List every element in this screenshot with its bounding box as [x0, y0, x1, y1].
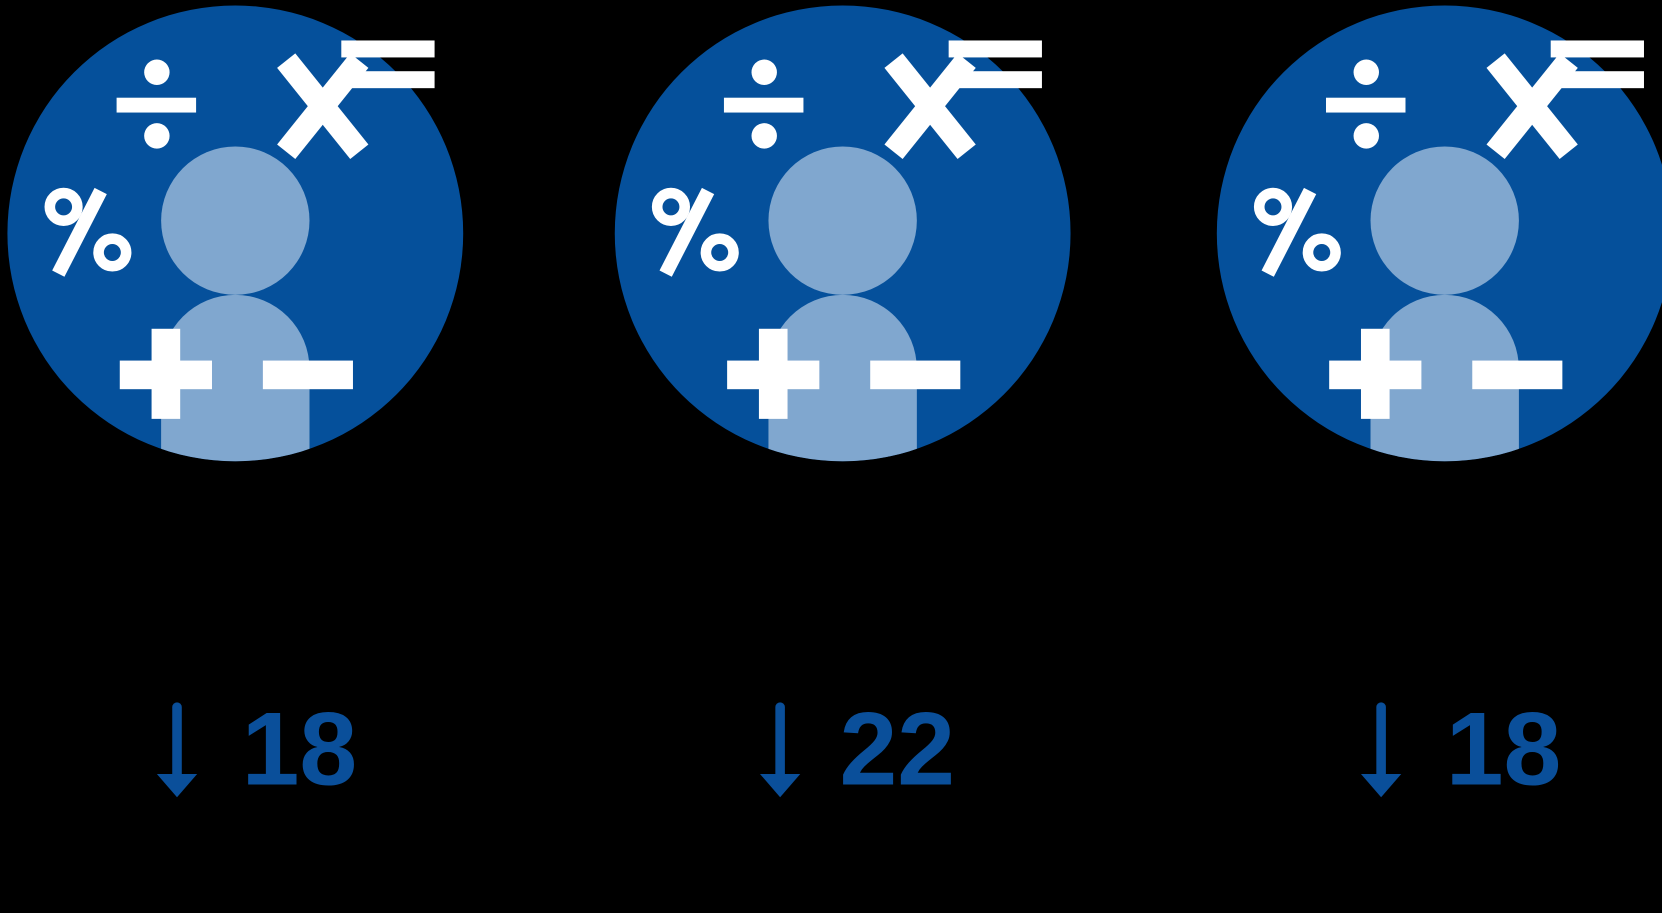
math-icon: [615, 5, 1071, 508]
math-icon: [7, 5, 463, 508]
card: 18: [7, 5, 463, 808]
down-arrow-head: [156, 773, 198, 798]
stat-value: 18: [1446, 692, 1562, 808]
down-arrow-head: [1360, 773, 1402, 798]
card: 22: [615, 5, 1071, 808]
card: 18: [1217, 5, 1662, 808]
stat-value: 22: [839, 692, 955, 808]
down-arrow-head: [759, 773, 801, 798]
math-icon: [1217, 5, 1662, 508]
stat-value: 18: [242, 692, 358, 808]
